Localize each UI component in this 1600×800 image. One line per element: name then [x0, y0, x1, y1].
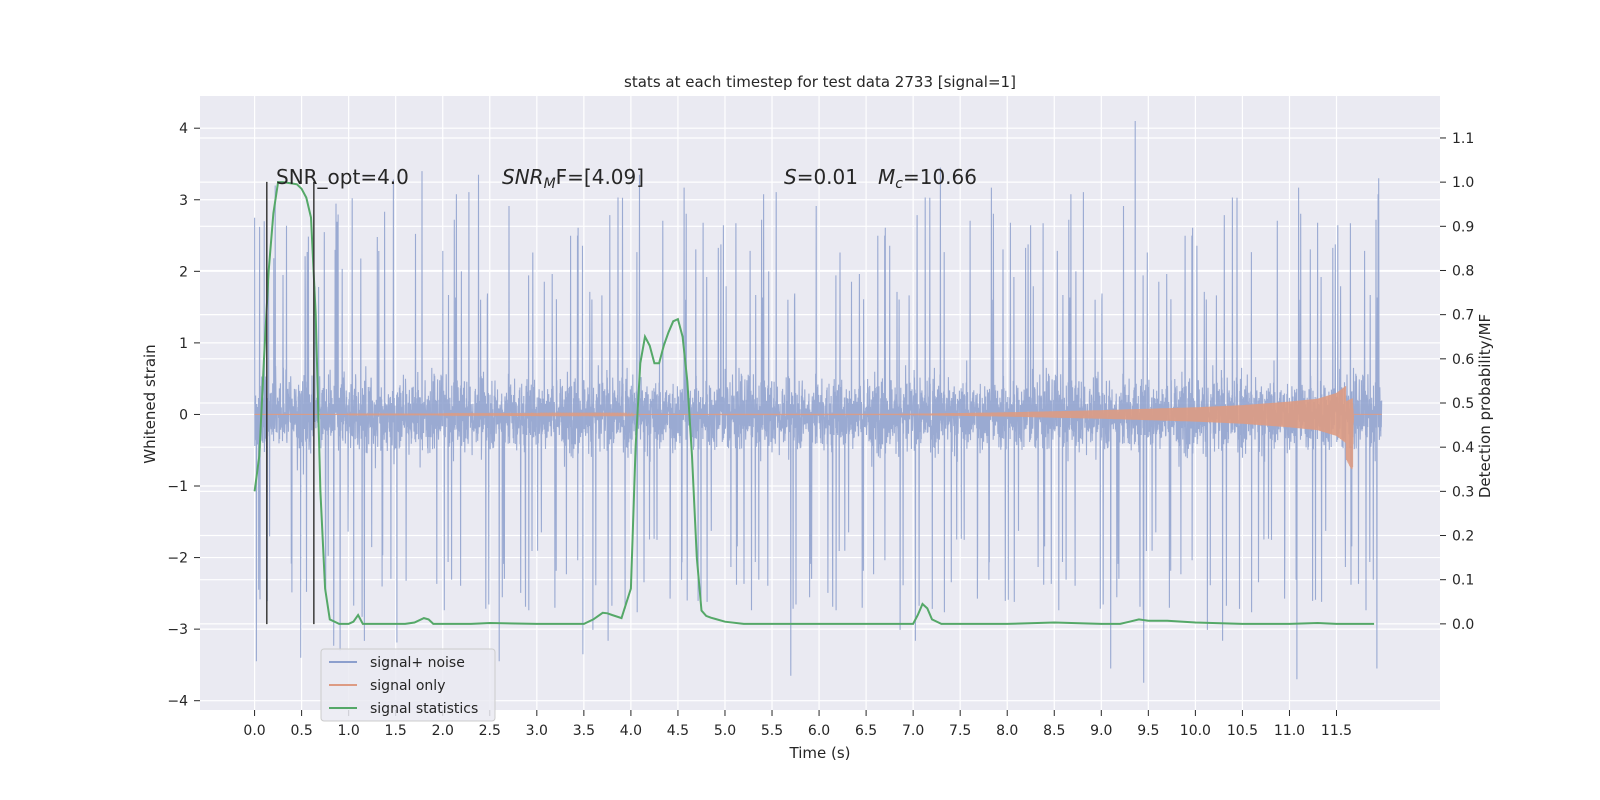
y-tick-label: 2 [179, 264, 188, 280]
x-tick-label: 3.0 [526, 723, 548, 739]
x-tick-label: 7.5 [949, 723, 971, 739]
y-tick-label: −1 [167, 479, 188, 495]
x-tick-label: 1.5 [385, 723, 407, 739]
y-tick-label: −4 [167, 694, 188, 710]
annotation-snr-opt: SNR_opt=4.0 [276, 165, 409, 189]
y-axis-title: Whitened strain [141, 344, 159, 463]
annotation-mc: Mc=10.66 [878, 165, 977, 192]
signal-noise-line [254, 120, 1383, 683]
y-axis-right-title: Detection probability/MF [1476, 314, 1494, 498]
x-tick-label: 8.0 [996, 723, 1018, 739]
x-tick-label: 2.0 [432, 723, 454, 739]
x-tick-label: 11.5 [1321, 723, 1352, 739]
signal-statistics-line [253, 181, 1375, 625]
legend-label-signal-noise: signal+ noise [370, 655, 465, 671]
y-right-tick-label: 1.0 [1452, 175, 1474, 191]
y-tick-label: 4 [179, 121, 188, 137]
annotation-mc-rest: =10.66 [903, 165, 977, 189]
y-tick-label: 3 [179, 193, 188, 209]
x-tick-label: 9.0 [1090, 723, 1112, 739]
annotation-mc-main: M [878, 165, 895, 189]
y-right-tick-label: 0.4 [1452, 440, 1474, 456]
y-right-tick-label: 0.2 [1452, 529, 1474, 545]
y-tick-label: 0 [179, 407, 188, 423]
annotation-mc-sub: c [895, 176, 903, 192]
x-tick-label: 8.5 [1043, 723, 1065, 739]
vertical-markers [266, 181, 315, 625]
x-tick-label: 10.0 [1180, 723, 1211, 739]
x-tick-label: 6.5 [855, 723, 877, 739]
x-axis-title: Time (s) [789, 744, 851, 762]
annotation-s: S=0.01 [784, 165, 858, 189]
x-tick-label: 2.5 [479, 723, 501, 739]
chart-title: stats at each timestep for test data 273… [624, 73, 1016, 91]
y-tick-label: −2 [167, 551, 188, 567]
legend-label-signal-statistics: signal statistics [370, 701, 478, 717]
y-right-tick-label: 0.7 [1452, 308, 1474, 324]
annotation-s-main: S [784, 165, 797, 189]
x-axis-ticks: 0.0 0.5 1.0 1.5 2.0 2.5 3.0 3.5 4.0 4.5 5.0 5.5 6.0 6… [243, 710, 1352, 739]
x-tick-label: 11.0 [1274, 723, 1305, 739]
x-tick-label: 3.5 [573, 723, 595, 739]
x-tick-label: 10.5 [1227, 723, 1258, 739]
y-axis-right-ticks: 1.1 1.0 0.9 0.8 0.7 0.6 0.5 0.4 0.3 0.2 0.1 0.0 [1440, 131, 1474, 633]
annotation-snr-mf-rest: F=[4.09] [556, 165, 644, 189]
y-right-tick-label: 1.1 [1452, 131, 1474, 147]
x-tick-label: 9.5 [1137, 723, 1159, 739]
x-tick-label: 5.5 [761, 723, 783, 739]
x-tick-label: 4.5 [667, 723, 689, 739]
y-axis-ticks: 4 3 2 1 0 −1 −2 −3 −4 [167, 121, 200, 710]
y-right-tick-label: 0.6 [1452, 352, 1474, 368]
legend-label-signal-only: signal only [370, 678, 445, 694]
signal-statistics-series [253, 181, 1375, 625]
y-tick-label: −3 [167, 622, 188, 638]
signal-noise-series [254, 120, 1383, 683]
x-tick-label: 0.5 [290, 723, 312, 739]
y-right-tick-label: 0.5 [1452, 396, 1474, 412]
y-tick-label: 1 [179, 336, 188, 352]
signal-only-series [254, 386, 1382, 470]
annotation-snr-mf-main: SNR [502, 165, 544, 189]
annotation-snr-mf: SNRMF=[4.09] [502, 165, 644, 192]
legend: signal+ noise signal only signal statist… [320, 648, 496, 722]
y-right-tick-label: 0.3 [1452, 484, 1474, 500]
y-right-tick-label: 0.8 [1452, 263, 1474, 279]
x-tick-label: 6.0 [808, 723, 830, 739]
legend-box [320, 648, 496, 722]
y-right-tick-label: 0.1 [1452, 573, 1474, 589]
annotation-snr-mf-sub: M [544, 176, 556, 192]
x-tick-label: 7.0 [902, 723, 924, 739]
x-tick-label: 5.0 [714, 723, 736, 739]
x-tick-label: 1.0 [338, 723, 360, 739]
y-right-tick-label: 0.0 [1452, 617, 1474, 633]
annotation-s-rest: =0.01 [797, 165, 858, 189]
y-right-tick-label: 0.9 [1452, 219, 1474, 235]
x-tick-label: 4.0 [620, 723, 642, 739]
signal-only-line [254, 386, 1382, 470]
x-tick-label: 0.0 [243, 723, 265, 739]
